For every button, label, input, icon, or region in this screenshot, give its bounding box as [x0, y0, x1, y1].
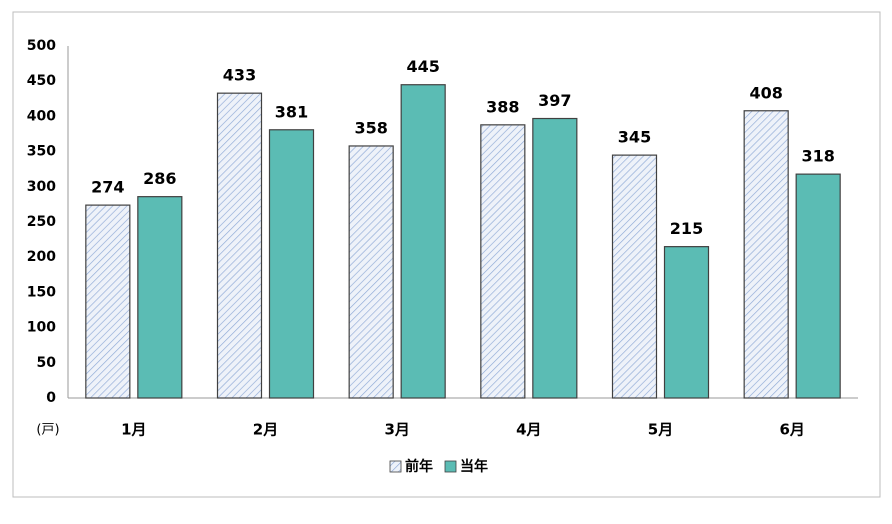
- value-label: 397: [538, 91, 571, 110]
- y-tick-label: 200: [27, 249, 56, 265]
- value-label: 388: [486, 97, 519, 116]
- legend-swatch: [444, 460, 457, 473]
- y-tick-label: 400: [27, 108, 56, 124]
- bar: [268, 129, 315, 399]
- value-label: 408: [749, 83, 782, 102]
- y-tick-label: 250: [27, 214, 56, 230]
- unit-label: (戸): [36, 423, 59, 438]
- bar: [611, 154, 658, 399]
- value-label: 433: [223, 66, 256, 85]
- legend-label: 当年: [460, 458, 488, 475]
- x-tick-label: 5月: [648, 421, 673, 439]
- bar: [480, 124, 526, 399]
- y-tick-label: 450: [27, 73, 56, 89]
- y-tick-label: 500: [27, 38, 56, 54]
- bar: [216, 92, 263, 399]
- value-label: 274: [91, 178, 124, 197]
- y-tick-label: 150: [27, 284, 56, 300]
- y-tick-label: 50: [37, 355, 57, 371]
- value-label: 286: [143, 169, 176, 188]
- bar: [743, 110, 789, 399]
- value-label: 445: [406, 57, 439, 76]
- value-label: 345: [618, 128, 651, 147]
- bar: [85, 204, 131, 399]
- x-tick-label: 6月: [779, 421, 804, 439]
- value-label: 381: [275, 102, 308, 121]
- x-tick-label: 1月: [121, 421, 146, 439]
- bar: [400, 84, 446, 399]
- x-tick-label: 3月: [384, 421, 409, 439]
- value-label: 358: [354, 118, 387, 137]
- bar: [532, 117, 578, 399]
- x-tick-label: 4月: [516, 421, 541, 439]
- y-tick-label: 300: [27, 179, 56, 195]
- y-tick-label: 100: [27, 320, 56, 336]
- legend-swatch: [389, 460, 402, 473]
- y-tick-label: 350: [27, 144, 56, 160]
- bar: [137, 196, 183, 399]
- value-label: 318: [801, 147, 834, 166]
- bar: [348, 145, 394, 399]
- value-label: 215: [670, 219, 703, 238]
- bar: [795, 173, 841, 399]
- bar: [663, 246, 710, 399]
- legend-label: 前年: [405, 458, 433, 475]
- x-tick-label: 2月: [253, 421, 278, 439]
- y-tick-label: 0: [46, 390, 56, 406]
